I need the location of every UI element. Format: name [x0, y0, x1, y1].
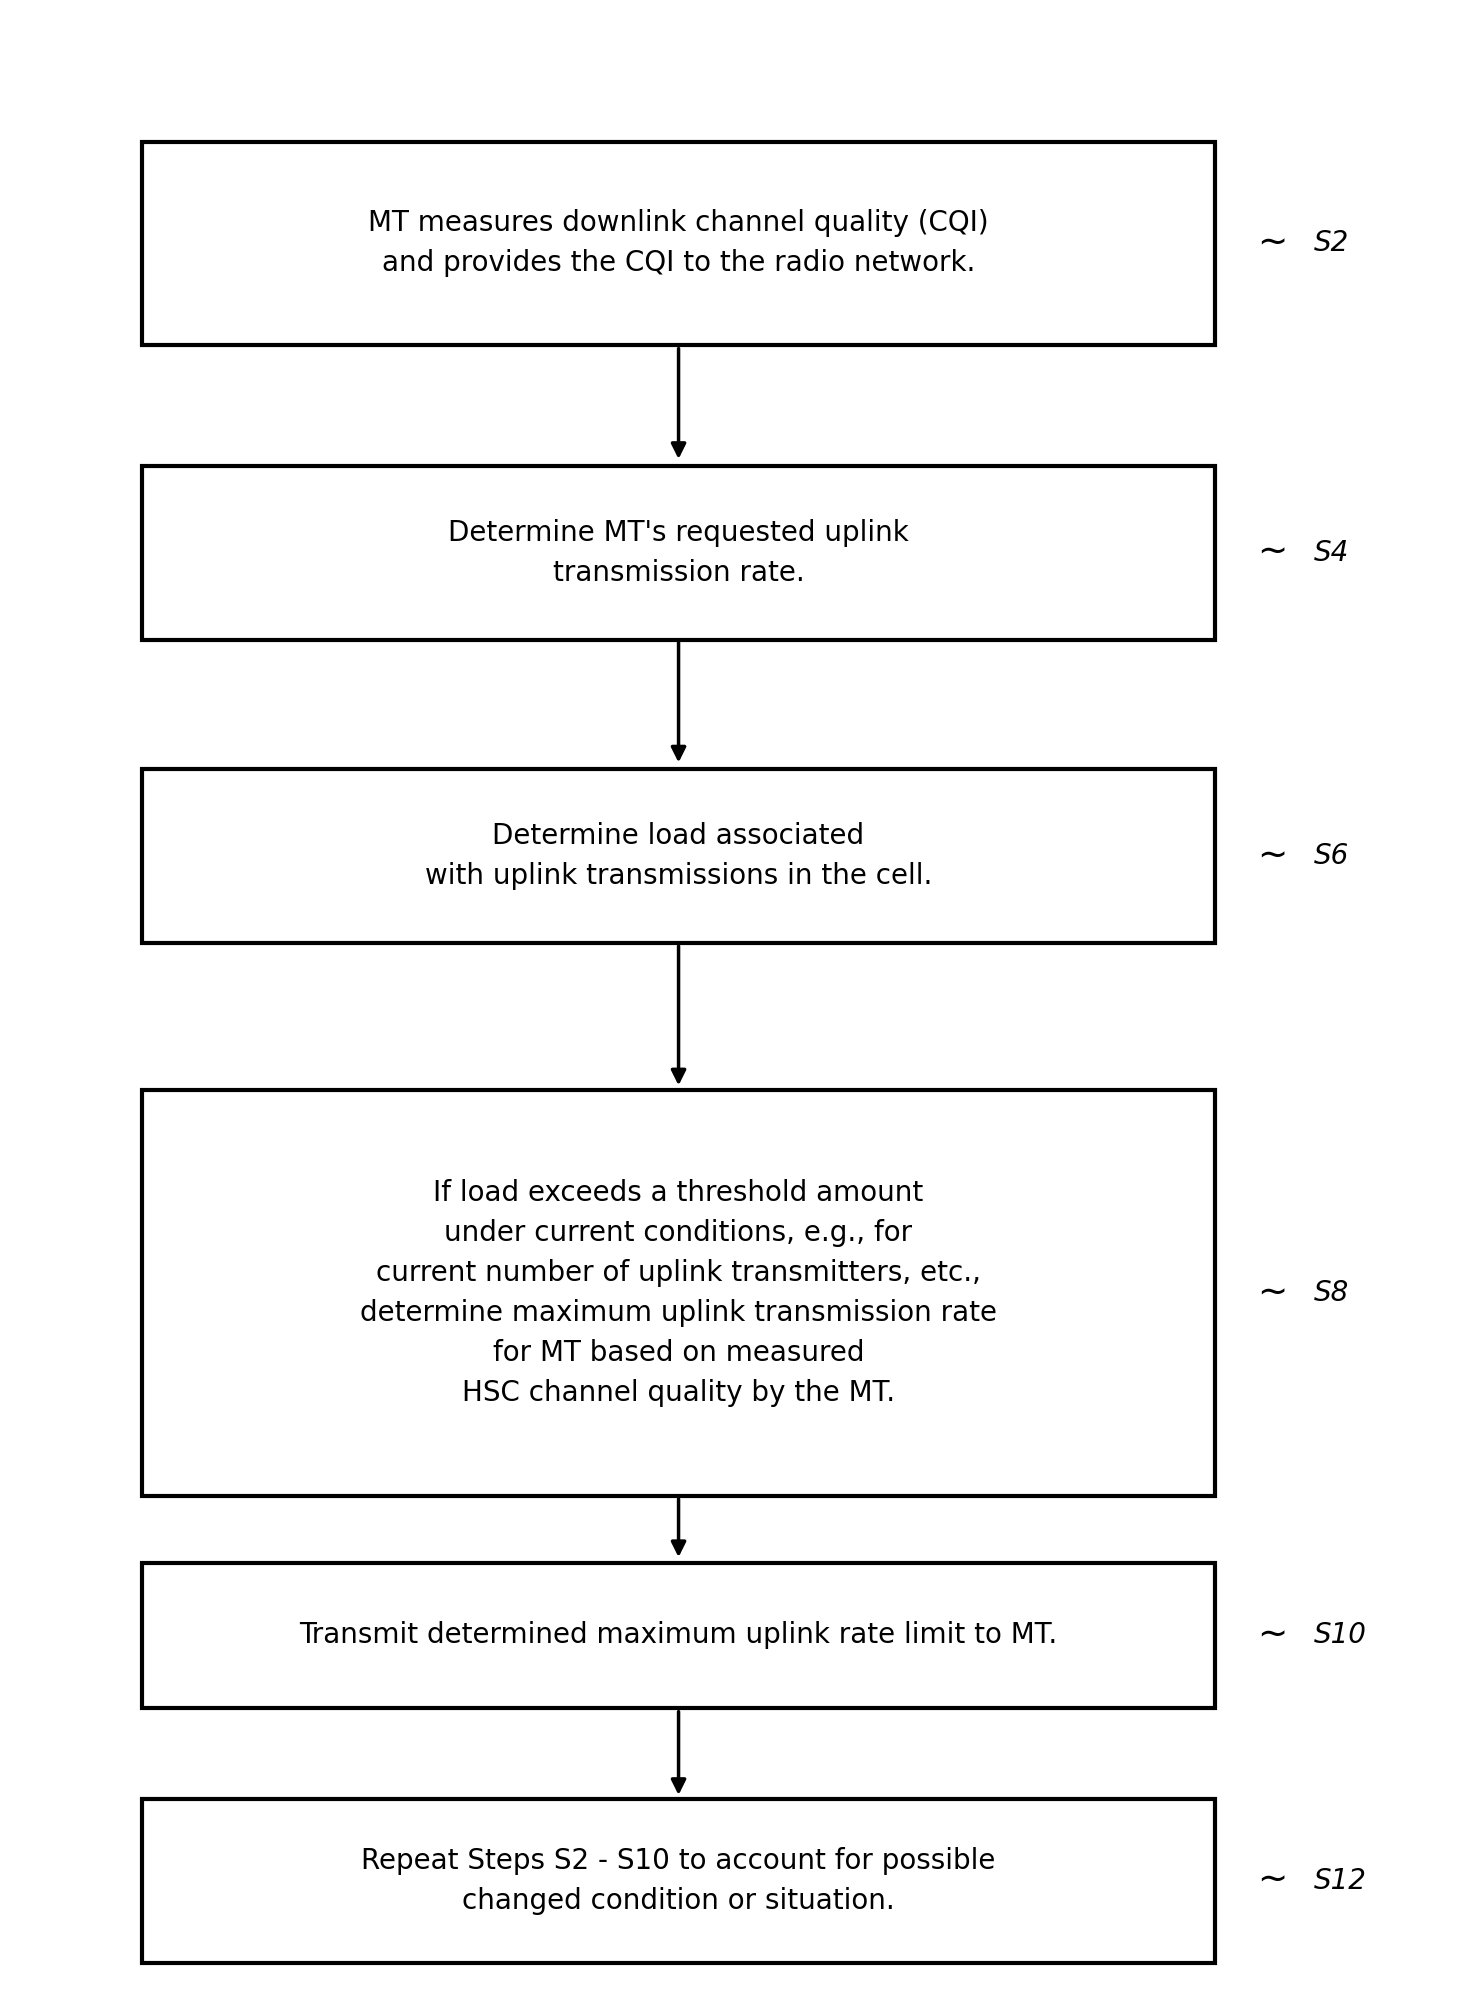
Text: MT measures downlink channel quality (CQI)
and provides the CQI to the radio net: MT measures downlink channel quality (CQ… — [369, 209, 989, 278]
Text: S12: S12 — [1314, 1867, 1367, 1895]
Text: ∼: ∼ — [1257, 1863, 1288, 1897]
Text: Repeat Steps S2 - S10 to account for possible
changed condition or situation.: Repeat Steps S2 - S10 to account for pos… — [362, 1847, 995, 1915]
Text: Determine load associated
with uplink transmissions in the cell.: Determine load associated with uplink tr… — [425, 822, 932, 890]
Text: ∼: ∼ — [1257, 226, 1288, 260]
Text: ∼: ∼ — [1257, 536, 1288, 570]
Text: S4: S4 — [1314, 538, 1349, 566]
FancyBboxPatch shape — [143, 769, 1214, 943]
FancyBboxPatch shape — [143, 1799, 1214, 1964]
Text: S2: S2 — [1314, 230, 1349, 258]
Text: Transmit determined maximum uplink rate limit to MT.: Transmit determined maximum uplink rate … — [300, 1621, 1058, 1649]
Text: If load exceeds a threshold amount
under current conditions, e.g., for
current n: If load exceeds a threshold amount under… — [360, 1178, 997, 1408]
Text: ∼: ∼ — [1257, 840, 1288, 874]
Text: ∼: ∼ — [1257, 1277, 1288, 1311]
FancyBboxPatch shape — [143, 1563, 1214, 1708]
Text: S10: S10 — [1314, 1621, 1367, 1649]
Text: S6: S6 — [1314, 842, 1349, 870]
FancyBboxPatch shape — [143, 141, 1214, 344]
Text: ∼: ∼ — [1257, 1619, 1288, 1651]
FancyBboxPatch shape — [143, 465, 1214, 640]
Text: Determine MT's requested uplink
transmission rate.: Determine MT's requested uplink transmis… — [448, 518, 908, 586]
Text: S8: S8 — [1314, 1279, 1349, 1307]
FancyBboxPatch shape — [143, 1090, 1214, 1496]
